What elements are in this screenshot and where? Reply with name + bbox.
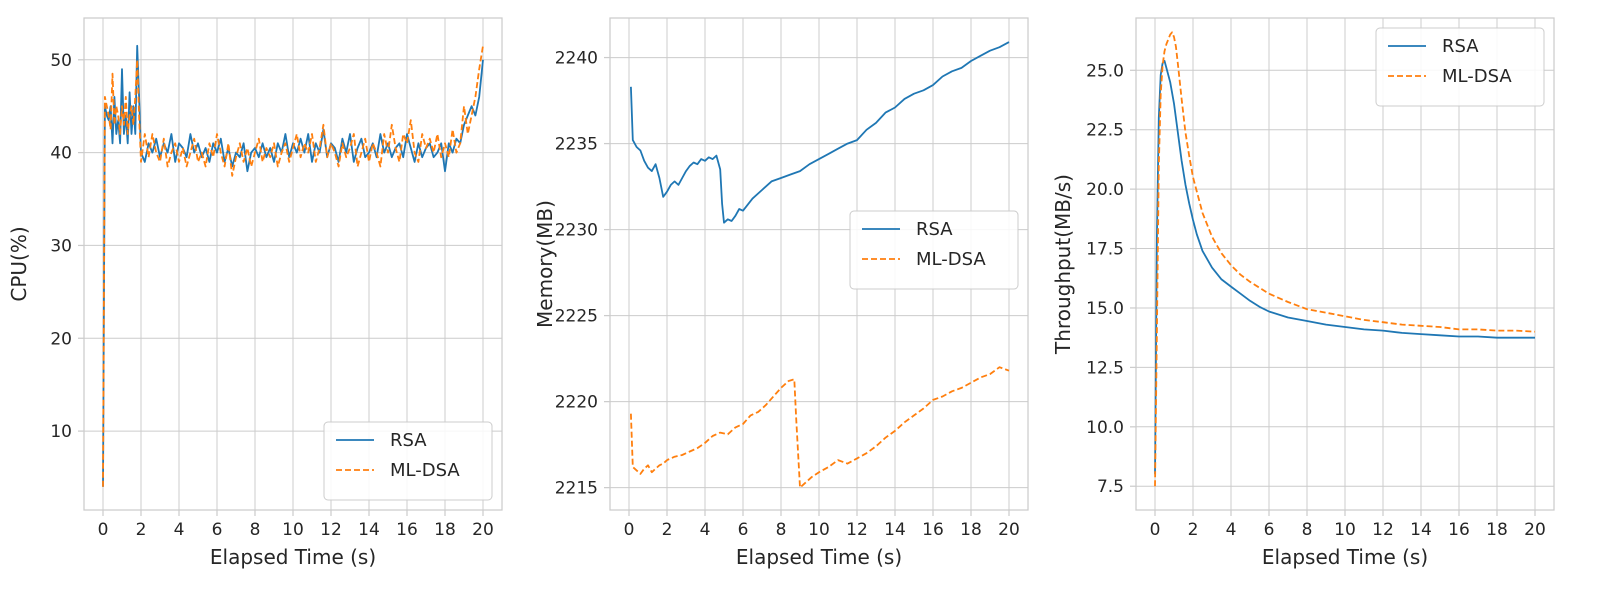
x-tick-label: 12 [846, 520, 868, 540]
x-tick-label: 16 [1448, 520, 1470, 540]
y-axis-label: Memory(MB) [533, 200, 557, 328]
x-tick-label: 20 [1524, 520, 1546, 540]
x-axis-label: Elapsed Time (s) [1262, 545, 1428, 569]
y-tick-label: 20.0 [1086, 180, 1124, 200]
y-tick-label: 20 [50, 329, 72, 349]
x-tick-label: 20 [472, 520, 494, 540]
y-tick-label: 2230 [555, 221, 598, 241]
x-tick-label: 8 [250, 520, 261, 540]
legend-box [323, 421, 493, 501]
x-tick-label: 0 [624, 520, 635, 540]
y-tick-label: 7.5 [1097, 477, 1124, 497]
y-tick-label: 2220 [555, 393, 598, 413]
x-tick-label: 20 [998, 520, 1020, 540]
x-tick-label: 4 [1226, 520, 1237, 540]
legend-label: RSA [916, 219, 953, 240]
legend: RSA ML-DSA [849, 210, 1019, 290]
x-tick-label: 16 [922, 520, 944, 540]
x-tick-label: 16 [396, 520, 418, 540]
x-tick-label: 0 [1150, 520, 1161, 540]
series-line-ml-dsa [102, 45, 484, 487]
y-tick-label: 12.5 [1086, 358, 1124, 378]
x-tick-label: 6 [212, 520, 223, 540]
x-axis-label: Elapsed Time (s) [210, 545, 376, 569]
legend-label: ML-DSA [916, 249, 986, 270]
series-line-rsa [630, 41, 1010, 224]
x-tick-label: 12 [320, 520, 342, 540]
legend-label: RSA [1442, 36, 1479, 57]
x-tick-label: 18 [434, 520, 456, 540]
y-tick-label: 25.0 [1086, 61, 1124, 81]
x-tick-label: 10 [808, 520, 830, 540]
y-tick-label: 15.0 [1086, 299, 1124, 319]
y-tick-label: 50 [50, 51, 72, 71]
x-tick-label: 12 [1372, 520, 1394, 540]
y-tick-label: 10.0 [1086, 418, 1124, 438]
y-tick-label: 22.5 [1086, 121, 1124, 141]
x-tick-label: 18 [1486, 520, 1508, 540]
x-tick-label: 8 [776, 520, 787, 540]
x-tick-label: 14 [1410, 520, 1432, 540]
x-tick-label: 8 [1302, 520, 1313, 540]
x-tick-label: 6 [738, 520, 749, 540]
series-line-ml-dsa [1154, 31, 1536, 487]
y-tick-label: 2215 [555, 479, 598, 499]
y-tick-label: 40 [50, 144, 72, 164]
legend: RSA ML-DSA [323, 421, 493, 501]
x-tick-label: 0 [98, 520, 109, 540]
legend-label: RSA [390, 430, 427, 451]
series-line-ml-dsa [630, 366, 1010, 489]
x-tick-label: 2 [136, 520, 147, 540]
series-line-rsa [1154, 59, 1535, 475]
chart-panel-0: 0 2 4 6 8 10 12 14 16 18 20 10 20 30 40 50 Elapsed Time … [7, 17, 503, 569]
legend: RSA ML-DSA [1375, 27, 1545, 107]
chart-panel-1: 0 2 4 6 8 10 12 14 16 18 20 2215 2220 2225 2230 2235 224… [533, 17, 1029, 569]
y-axis-label: CPU(%) [7, 226, 31, 301]
x-tick-label: 14 [358, 520, 380, 540]
y-tick-label: 2240 [555, 49, 598, 69]
legend-label: ML-DSA [1442, 66, 1512, 87]
chart-panel-2: 0 2 4 6 8 10 12 14 16 18 20 7.5 10.0 12.5 15.0 17.5 20.0… [1051, 17, 1555, 569]
y-tick-label: 10 [50, 422, 72, 442]
x-tick-label: 2 [1188, 520, 1199, 540]
x-axis-label: Elapsed Time (s) [736, 545, 902, 569]
x-tick-label: 6 [1264, 520, 1275, 540]
x-tick-label: 10 [1334, 520, 1356, 540]
legend-box [849, 210, 1019, 290]
x-tick-label: 10 [282, 520, 304, 540]
y-tick-label: 17.5 [1086, 240, 1124, 260]
legend-box [1375, 27, 1545, 107]
y-axis-label: Throughput(MB/s) [1051, 174, 1075, 355]
x-tick-label: 4 [700, 520, 711, 540]
x-tick-label: 14 [884, 520, 906, 540]
y-tick-label: 2225 [555, 307, 598, 327]
legend-label: ML-DSA [390, 460, 460, 481]
x-tick-label: 4 [174, 520, 185, 540]
y-tick-label: 30 [50, 236, 72, 256]
x-tick-label: 2 [662, 520, 673, 540]
y-tick-label: 2235 [555, 135, 598, 155]
x-tick-label: 18 [960, 520, 982, 540]
